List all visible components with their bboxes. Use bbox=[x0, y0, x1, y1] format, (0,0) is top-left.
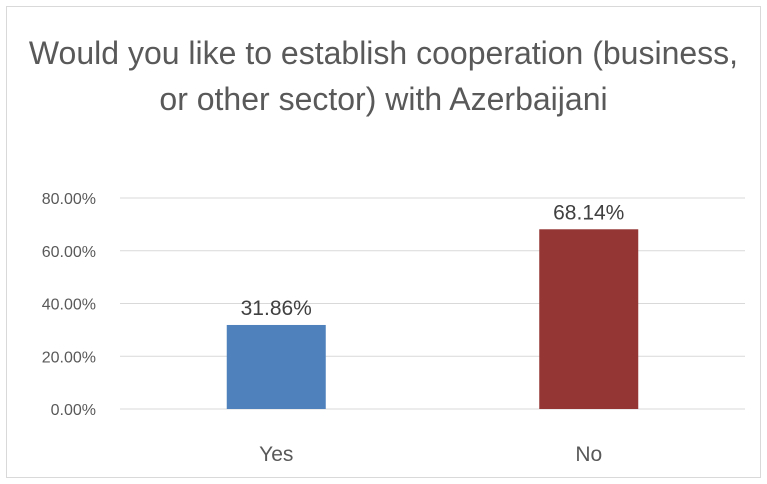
y-axis: 0.00% 20.00% 40.00% 60.00% 80.00% bbox=[42, 191, 96, 419]
data-labels: 31.86% 68.14% bbox=[241, 201, 625, 320]
data-label: 68.14% bbox=[553, 201, 624, 224]
y-tick-label: 20.00% bbox=[42, 349, 96, 366]
gridlines bbox=[120, 197, 745, 410]
chart-title: Would you like to establish cooperation … bbox=[28, 35, 739, 117]
x-axis: Yes No bbox=[259, 443, 602, 466]
x-tick-label: Yes bbox=[259, 443, 293, 466]
data-label: 31.86% bbox=[241, 297, 312, 320]
x-tick-label: No bbox=[575, 443, 602, 466]
bar-no bbox=[539, 229, 639, 409]
y-tick-label: 0.00% bbox=[51, 402, 96, 419]
y-tick-label: 60.00% bbox=[42, 244, 96, 261]
y-tick-label: 80.00% bbox=[42, 191, 96, 208]
y-tick-label: 40.00% bbox=[42, 297, 96, 314]
bar-yes bbox=[226, 324, 326, 409]
bars bbox=[226, 229, 639, 409]
